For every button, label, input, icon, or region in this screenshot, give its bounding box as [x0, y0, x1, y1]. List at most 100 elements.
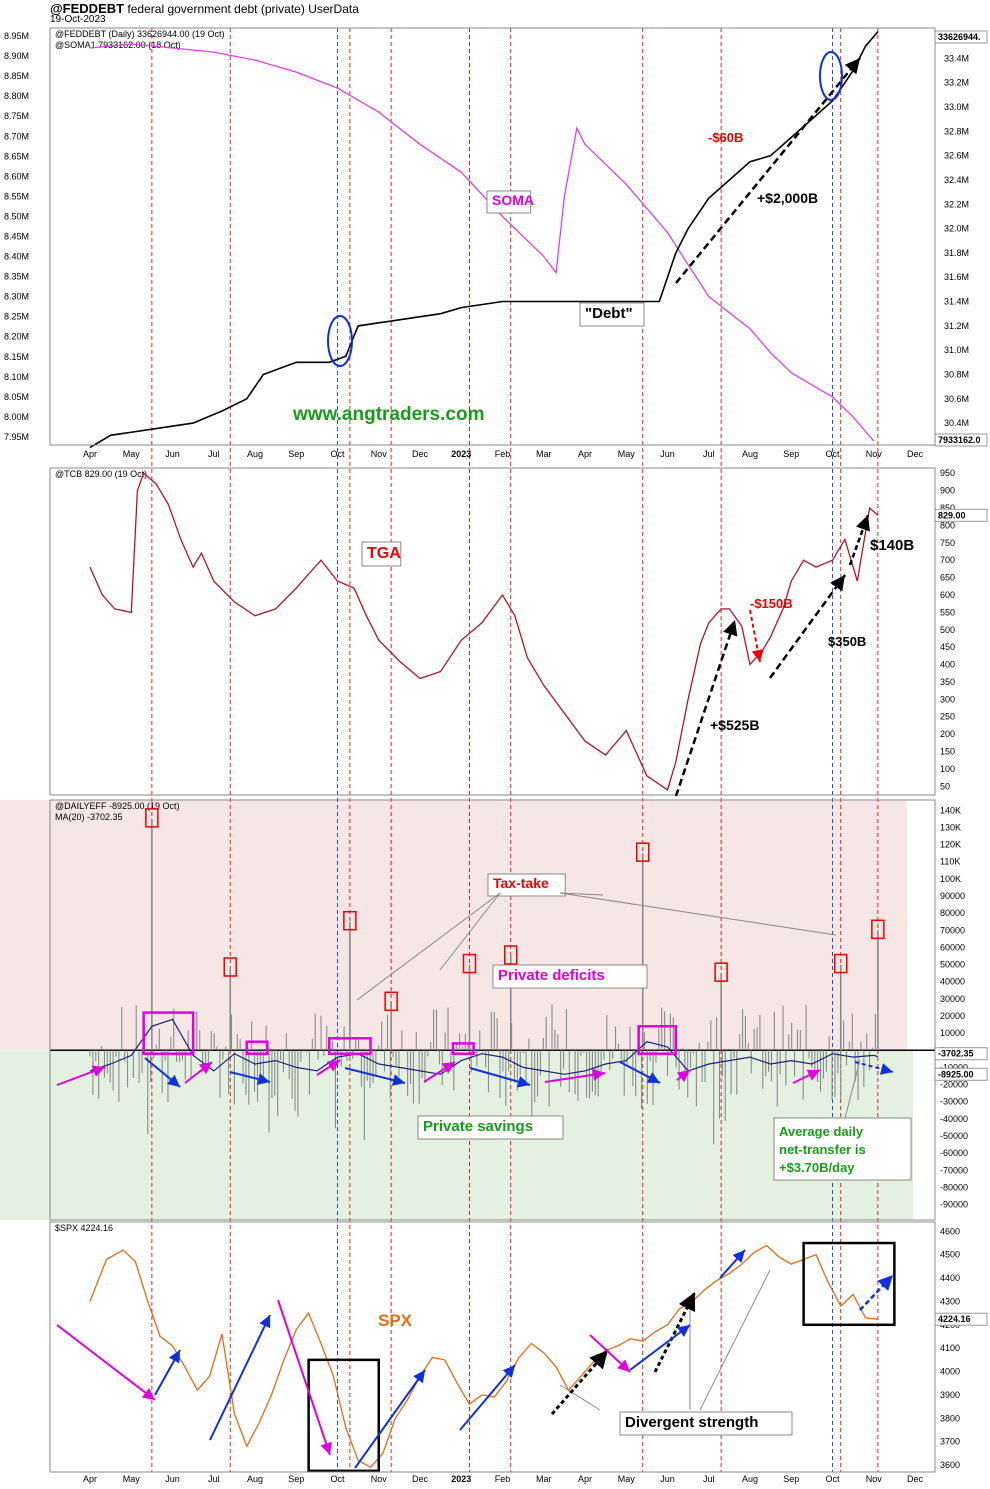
tga-150-label: -$150B	[750, 596, 793, 611]
month-label-0-18: Oct	[825, 449, 840, 459]
private-savings-label: Private savings	[423, 1118, 533, 1135]
month-label-0-15: Jul	[703, 449, 715, 459]
month-label-1-4: Aug	[247, 1474, 263, 1484]
deficit-box-1	[245, 1040, 269, 1055]
tga-axis-tick-3: 800	[940, 520, 955, 530]
left-axis-tick-15: 8.20M	[4, 332, 29, 342]
left-axis-tick-5: 8.70M	[4, 131, 29, 141]
spx-blue-arrow-2	[354, 1369, 426, 1469]
tga-axis-tick-8: 550	[940, 607, 955, 617]
right-axis-tick-0: 33.4M	[944, 53, 969, 63]
left-axis-tick-11: 8.40M	[4, 252, 29, 262]
tga-axis-tick-18: 50	[940, 781, 950, 791]
spx-axis-tick-2: 4400	[940, 1273, 960, 1283]
spx-axis-tick-0: 4600	[940, 1226, 960, 1236]
spx-axis-tick-1: 4500	[940, 1250, 960, 1260]
ma20-line	[89, 1018, 879, 1075]
left-axis-tick-14: 8.25M	[4, 312, 29, 322]
taxtake-label-box	[487, 873, 566, 897]
private-deficits-label: Private deficits	[498, 967, 605, 984]
right-axis-tick-2: 33.0M	[944, 102, 969, 112]
flow-axis-tick-19: -50000	[940, 1131, 968, 1141]
month-label-1-18: Oct	[825, 1474, 840, 1484]
tga-axis-tick-9: 500	[940, 625, 955, 635]
left-axis-tick-9: 8.50M	[4, 211, 29, 221]
left-axis-tick-6: 8.65M	[4, 151, 29, 161]
header-date: 19-Oct-2023	[50, 14, 106, 25]
taxtake-leader-3	[559, 892, 837, 936]
month-label-1-19: Nov	[866, 1474, 883, 1484]
soma-label: SOMA	[492, 192, 534, 208]
flow-axis-tick-23: -90000	[940, 1200, 968, 1210]
tax-spike-box-6	[636, 842, 650, 862]
debt-last-value: 33626944.	[938, 32, 981, 42]
debt-down-label: -$60B	[708, 130, 743, 145]
month-label-1-15: Jul	[703, 1474, 715, 1484]
spx-blue-arrow-0	[154, 1349, 181, 1396]
spx-last-value: 4224.16	[938, 1314, 971, 1324]
panel-frame-2	[49, 799, 936, 1221]
soma-last-value: 7933162.0	[938, 435, 981, 445]
month-label-0-8: Dec	[412, 449, 429, 459]
tax-spike-box-2	[343, 910, 357, 931]
tax-spike-box-0	[145, 808, 159, 828]
left-axis-tick-12: 8.35M	[4, 272, 29, 282]
taxtake-leader-1	[439, 892, 501, 971]
spx-pink-arrow-0	[56, 1324, 156, 1401]
flow-axis-tick-17: -30000	[940, 1097, 968, 1107]
spx-blue-arrow-1	[209, 1314, 271, 1441]
right-axis-tick-12: 31.0M	[944, 345, 969, 355]
month-label-0-16: Aug	[742, 449, 758, 459]
right-axis-tick-15: 30.4M	[944, 418, 969, 428]
month-label-0-6: Oct	[330, 449, 345, 459]
divergent-label-box	[619, 1411, 793, 1436]
oct22-box	[307, 1358, 380, 1473]
right-axis-tick-8: 31.8M	[944, 248, 969, 258]
flow-axis-tick-7: 70000	[940, 925, 965, 935]
panel-frame-3	[49, 1221, 936, 1473]
panel-frame-1	[49, 467, 936, 796]
flow-axis-tick-6: 80000	[940, 908, 965, 918]
debt-trend-arrow	[675, 57, 861, 284]
debt-label: "Debt"	[585, 305, 633, 322]
tga-axis-tick-10: 450	[940, 642, 955, 652]
chart-header: @FEDDEBT federal government debt (privat…	[50, 1, 359, 16]
tga-axis-tick-13: 300	[940, 694, 955, 704]
header-description: federal government debt (private)	[127, 2, 305, 16]
legend-entry-0: $SPX 4224.16	[55, 1223, 113, 1233]
tga-axis-tick-1: 900	[940, 486, 955, 496]
month-label-0-14: Jun	[660, 449, 675, 459]
tga-label-box	[361, 541, 402, 567]
month-label-0-20: Dec	[907, 449, 924, 459]
flow-axis-tick-10: 40000	[940, 977, 965, 987]
tga-axis-tick-4: 750	[940, 538, 955, 548]
spx-blue-arrow-3	[459, 1364, 516, 1431]
left-axis-tick-13: 8.30M	[4, 292, 29, 302]
flow-axis-tick-20: -60000	[940, 1148, 968, 1158]
flow-axis-tick-16: -20000	[940, 1080, 968, 1090]
blue-arrow-0	[144, 1057, 181, 1088]
legend-entry-0: @TCB 829.00 (19 Oct)	[55, 469, 147, 479]
left-axis-tick-17: 8.10M	[4, 372, 29, 382]
tga-525-arrow	[674, 619, 738, 797]
left-axis-tick-19: 8.00M	[4, 412, 29, 422]
flow-last-value: -8925.00	[938, 1069, 974, 1079]
month-label-1-5: Sep	[288, 1474, 304, 1484]
spx-axis-tick-5: 4100	[940, 1343, 960, 1353]
pink-arrow-6	[792, 1069, 821, 1084]
flow-axis-tick-4: 100K	[940, 874, 961, 884]
debt-label-box	[579, 302, 645, 327]
month-label-0-12: Apr	[578, 449, 592, 459]
debt-ellipse-1	[327, 315, 353, 367]
ma-last-value: -3702.35	[938, 1049, 974, 1059]
tga-axis-tick-6: 650	[940, 573, 955, 583]
tax-spike-box-7	[714, 962, 728, 982]
left-axis-tick-16: 8.15M	[4, 352, 29, 362]
right-axis-tick-10: 31.4M	[944, 297, 969, 307]
month-label-1-12: Apr	[578, 1474, 592, 1484]
flow-axis-tick-15: -10000	[940, 1062, 968, 1072]
tax-spike-box-8	[834, 953, 848, 974]
spx-axis-tick-9: 3700	[940, 1437, 960, 1447]
flow-axis-tick-22: -80000	[940, 1182, 968, 1192]
spx-blue-dashed-arrow	[859, 1274, 894, 1311]
